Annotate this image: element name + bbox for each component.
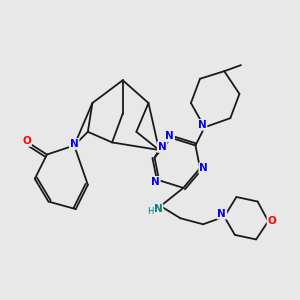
Text: O: O	[22, 136, 31, 146]
Text: N: N	[165, 131, 174, 141]
Text: N: N	[199, 163, 208, 173]
Text: N: N	[158, 142, 167, 152]
Text: N: N	[70, 139, 79, 149]
Text: N: N	[151, 177, 160, 187]
Text: O: O	[268, 216, 276, 226]
Text: N: N	[154, 204, 163, 214]
Text: N: N	[198, 120, 206, 130]
Text: H: H	[147, 207, 153, 216]
Text: N: N	[218, 209, 226, 219]
